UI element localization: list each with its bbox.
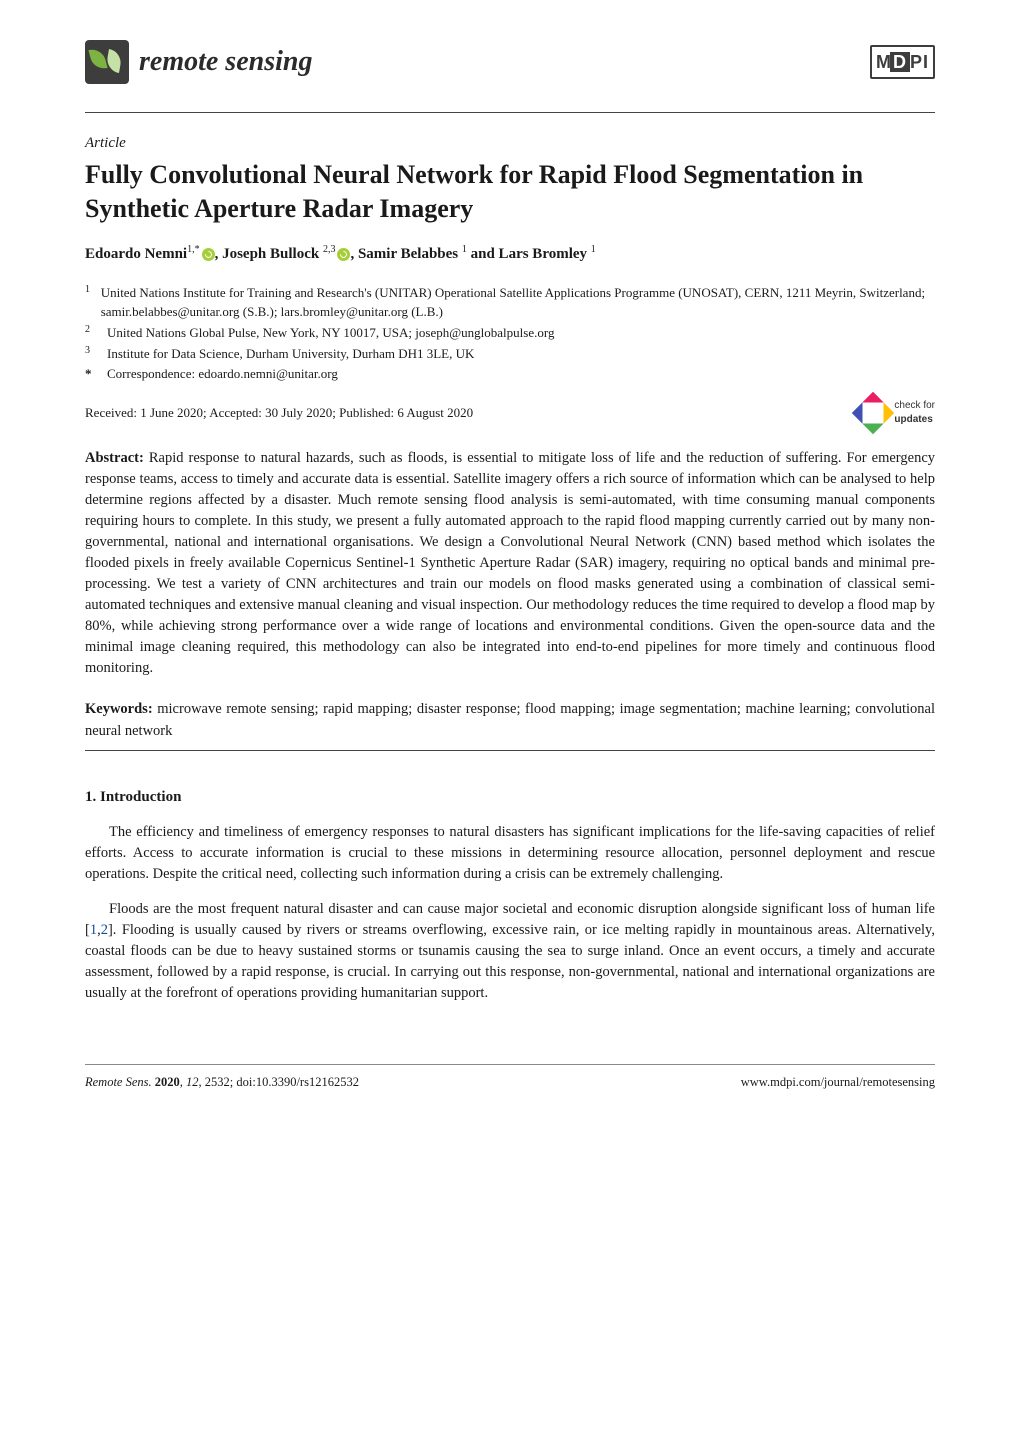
affil-text-3: Institute for Data Science, Durham Unive… xyxy=(107,345,474,364)
affil-num-1: 1 xyxy=(85,283,101,321)
footer-journal: Remote Sens. xyxy=(85,1075,155,1089)
intro-para-2: Floods are the most frequent natural dis… xyxy=(85,899,935,1004)
orcid-icon xyxy=(202,248,215,261)
mdpi-pi: PI xyxy=(910,52,929,72)
keywords-text: microwave remote sensing; rapid mapping;… xyxy=(85,701,935,738)
publisher-logo: MDPI xyxy=(870,45,935,79)
correspondence: * Correspondence: edoardo.nemni@unitar.o… xyxy=(107,365,935,384)
abstract: Abstract: Rapid response to natural haza… xyxy=(85,448,935,679)
citation-2[interactable]: 2 xyxy=(101,922,108,938)
orcid-icon xyxy=(337,248,350,261)
citation-1[interactable]: 1 xyxy=(90,922,97,938)
footer-left: Remote Sens. 2020, 12, 2532; doi:10.3390… xyxy=(85,1073,359,1091)
check-for-updates[interactable]: check for updates xyxy=(858,398,935,428)
author-4-sup: 1 xyxy=(591,244,596,255)
keywords-label: Keywords: xyxy=(85,701,153,717)
affiliation-2: 2 United Nations Global Pulse, New York,… xyxy=(107,324,935,343)
mdpi-d: D xyxy=(890,52,910,72)
article-dates: Received: 1 June 2020; Accepted: 30 July… xyxy=(85,404,473,423)
footer-citation: , 2532; doi:10.3390/rs12162532 xyxy=(199,1075,359,1089)
abstract-text: Rapid response to natural hazards, such … xyxy=(85,450,935,676)
p2-text-b: ]. Flooding is usually caused by rivers … xyxy=(85,922,935,1001)
article-title: Fully Convolutional Neural Network for R… xyxy=(85,158,935,226)
affiliation-3: 3 Institute for Data Science, Durham Uni… xyxy=(107,345,935,364)
section-1-heading: 1. Introduction xyxy=(85,787,935,809)
affil-text-2: United Nations Global Pulse, New York, N… xyxy=(107,324,554,343)
author-4: and Lars Bromley xyxy=(467,246,587,262)
affiliation-1: 1 United Nations Institute for Training … xyxy=(107,284,935,322)
author-2: , Joseph Bullock xyxy=(215,246,320,262)
author-1-sup: 1,* xyxy=(187,244,200,255)
journal-logo: remote sensing xyxy=(85,40,312,84)
intro-para-1: The efficiency and timeliness of emergen… xyxy=(85,822,935,885)
leaf-icon xyxy=(85,40,129,84)
journal-name: remote sensing xyxy=(139,42,312,83)
authors-line: Edoardo Nemni1,* , Joseph Bullock 2,3 , Sa… xyxy=(85,243,935,266)
affil-star: * xyxy=(85,365,107,384)
author-3: , Samir Belabbes xyxy=(350,246,458,262)
affiliations: 1 United Nations Institute for Training … xyxy=(107,284,935,384)
check-updates-icon xyxy=(858,398,888,428)
page-header: remote sensing MDPI xyxy=(85,40,935,84)
keywords-rule xyxy=(85,750,935,751)
article-type: Article xyxy=(85,133,935,155)
keywords: Keywords: microwave remote sensing; rapi… xyxy=(85,699,935,741)
check-line2: updates xyxy=(894,414,932,425)
footer-vol: 12 xyxy=(186,1075,199,1089)
affil-num-2: 2 xyxy=(85,323,107,342)
header-rule xyxy=(85,112,935,113)
correspondence-text: Correspondence: edoardo.nemni@unitar.org xyxy=(107,365,338,384)
dates-row: Received: 1 June 2020; Accepted: 30 July… xyxy=(85,398,935,428)
author-2-sup: 2,3 xyxy=(323,244,336,255)
author-1: Edoardo Nemni xyxy=(85,246,187,262)
affil-num-3: 3 xyxy=(85,344,107,363)
footer-year: 2020 xyxy=(155,1075,180,1089)
page-footer: Remote Sens. 2020, 12, 2532; doi:10.3390… xyxy=(85,1064,935,1091)
footer-right: www.mdpi.com/journal/remotesensing xyxy=(741,1073,935,1091)
affil-text-1: United Nations Institute for Training an… xyxy=(101,284,935,322)
check-line1: check for xyxy=(894,400,935,411)
abstract-label: Abstract: xyxy=(85,450,144,466)
check-updates-text: check for updates xyxy=(894,399,935,428)
